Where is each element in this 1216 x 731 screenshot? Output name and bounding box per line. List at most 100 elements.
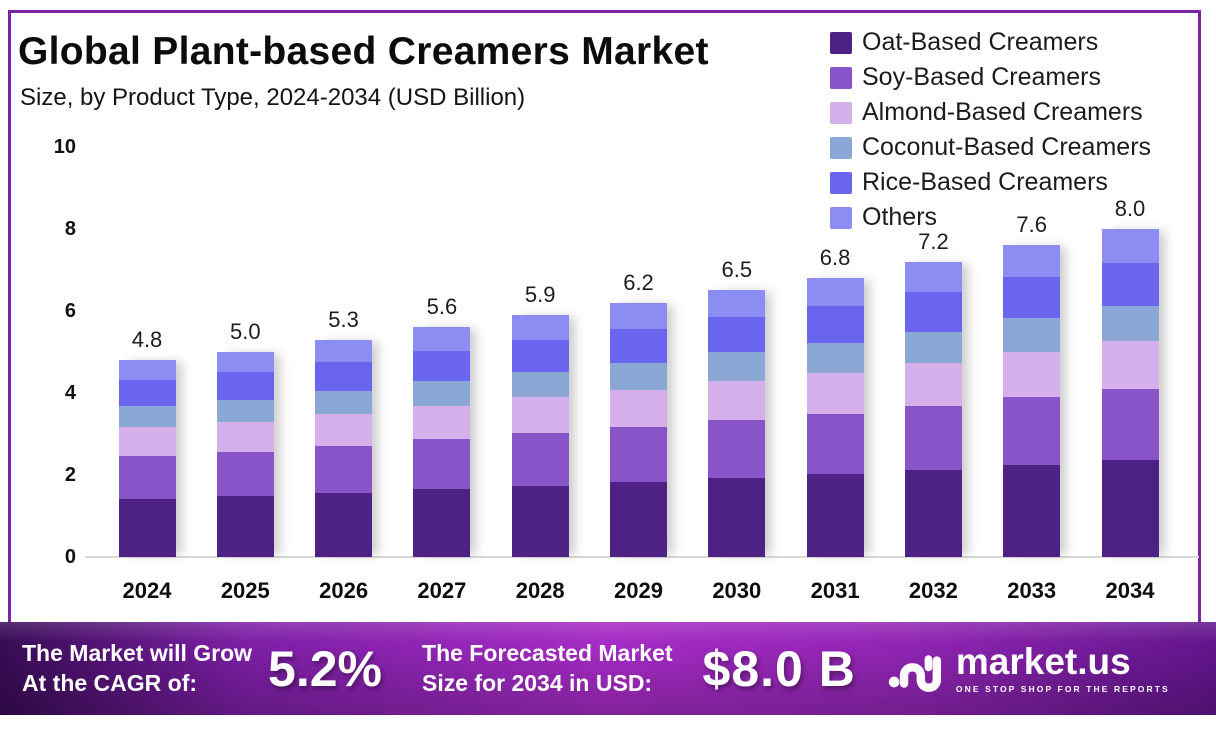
chart-subtitle: Size, by Product Type, 2024-2034 (USD Bi… [20,84,526,111]
forecast-intro-line1: The Forecasted Market [422,640,673,667]
legend-swatch-rice [830,171,852,194]
bar-segment-rice [1101,262,1159,307]
bar-column-2025 [216,352,274,557]
x-axis-label: 2024 [122,578,172,603]
bar-segment-almond [1003,351,1061,397]
bar-segment-almond [1101,341,1159,389]
bar-segment-others [315,340,373,363]
marketus-logo: market.us ONE STOP SHOP FOR THE REPORTS [888,643,1170,695]
bar-segment-rice [806,306,864,344]
bar-segment-rice [708,317,766,353]
bar-segment-coconut [708,352,766,382]
forecast-intro-text: The Forecasted Market Size for 2034 in U… [422,639,673,698]
bar-column-2026 [315,340,373,557]
legend-swatch-others [830,206,852,229]
bar-segment-oat [806,474,864,557]
bar-segment-soy [413,439,471,490]
x-axis-label: 2032 [908,578,958,603]
x-axis-label: 2027 [417,578,467,603]
x-axis-label: 2030 [712,578,762,603]
x-axis-label: 2034 [1105,578,1155,603]
bar-segment-coconut [216,399,274,422]
bar-segment-almond [610,389,667,427]
x-axis-label: 2026 [319,578,369,603]
legend-swatch-almond [830,101,852,124]
bar-segment-rice [904,292,962,332]
legend-item-soy: Soy-Based Creamers [830,63,1151,92]
legend-label: Rice-Based Creamers [862,168,1108,196]
legend-swatch-coconut [830,136,852,159]
bar-segment-others [118,360,176,380]
legend-item-oat: Oat-Based Creamers [830,28,1151,57]
legend-item-rice: Rice-Based Creamers [830,168,1151,197]
forecast-value: $8.0 B [702,640,856,697]
bar-segment-others [216,352,274,373]
bar-segment-almond [118,426,176,456]
cagr-value: 5.2% [268,640,383,697]
bar-column-2027 [413,327,471,557]
bar-column-2034 [1101,229,1159,557]
bar-value-label: 5.6 [426,294,458,319]
bar-segment-soy [216,451,274,497]
bar-segment-almond [413,405,471,440]
y-axis-tick-label: 0 [64,546,76,568]
bar-column-2028 [511,315,569,557]
y-axis-tick-label: 2 [64,464,76,486]
bar-segment-coconut [1003,318,1061,352]
legend-label: Soy-Based Creamers [862,63,1101,91]
brand-text: market.us ONE STOP SHOP FOR THE REPORTS [956,643,1170,694]
bar-segment-almond [315,414,373,446]
y-axis-tick-label: 10 [53,136,76,158]
bar-segment-soy [1101,388,1159,461]
bar-segment-almond [708,381,766,420]
bar-segment-coconut [1101,306,1159,342]
bar-segment-others [511,315,569,340]
cagr-intro-text: The Market will Grow At the CAGR of: [22,639,252,698]
bar-segment-oat [216,496,274,557]
bar-segment-oat [118,498,176,557]
legend-label: Oat-Based Creamers [862,28,1099,56]
bar-value-label: 6.5 [721,257,753,282]
bar-segment-almond [216,421,274,452]
y-axis-tick-label: 8 [64,218,76,240]
bar-segment-oat [708,478,766,557]
bar-segment-soy [511,432,569,486]
bar-segment-soy [1003,396,1061,466]
legend-label: Others [862,203,938,231]
bar-segment-rice [610,329,667,363]
wave-icon [888,643,946,695]
bar-segment-others [708,290,766,318]
bar-segment-soy [118,455,176,499]
bar-segment-soy [708,419,766,479]
y-axis-tick-label: 6 [64,300,76,322]
bar-segment-almond [904,363,962,406]
bar-segment-others [806,278,864,307]
bar-segment-almond [511,397,569,433]
x-axis-label: 2031 [810,578,860,603]
bar-value-label: 4.8 [131,327,163,352]
legend-swatch-oat [830,31,852,54]
bar-segment-rice [216,372,274,400]
bar-segment-oat [315,493,373,557]
bar-segment-rice [511,339,569,372]
bar-segment-oat [511,485,569,557]
bar-segment-coconut [904,331,962,364]
bar-segment-oat [610,481,667,557]
x-axis-label: 2033 [1007,578,1057,603]
bar-segment-soy [806,413,864,475]
bar-segment-oat [1101,460,1159,557]
bar-column-2024 [118,360,176,557]
bar-value-label: 5.3 [328,307,359,332]
bar-segment-rice [118,379,176,406]
legend-item-others: Others [830,203,1151,232]
bar-segment-others [610,303,667,330]
bar-segment-others [1003,245,1061,278]
y-axis-tick-label: 4 [64,382,76,404]
bar-segment-others [1101,229,1159,263]
bar-value-label: 5.0 [230,319,261,344]
bar-segment-almond [806,373,864,414]
bar-value-label: 8.0 [1114,196,1146,221]
bar-segment-oat [413,489,471,557]
bar-segment-coconut [610,362,667,390]
bar-value-label: 7.6 [1016,212,1047,237]
